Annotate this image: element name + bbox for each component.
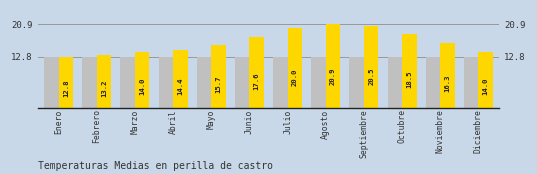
Text: 20.9: 20.9 [330,67,336,85]
Bar [311,57,326,108]
Text: 12.8: 12.8 [63,80,69,97]
Bar [173,50,187,108]
Bar [478,52,493,108]
Bar [97,55,111,108]
Bar [364,26,379,108]
Text: 14.4: 14.4 [177,77,183,95]
Text: 13.2: 13.2 [101,79,107,97]
Bar [288,28,302,108]
Bar [402,34,417,108]
Text: Temperaturas Medias en perilla de castro: Temperaturas Medias en perilla de castro [38,161,273,171]
Bar [464,57,478,108]
Bar [44,57,59,108]
Bar [273,57,288,108]
Bar [120,57,135,108]
Bar [249,37,264,108]
Bar [388,57,402,108]
Text: 16.3: 16.3 [445,74,451,92]
Bar [135,52,149,108]
Text: 17.6: 17.6 [253,72,260,90]
Text: 15.7: 15.7 [215,75,221,93]
Bar [197,57,211,108]
Text: 14.0: 14.0 [483,78,489,95]
Bar [426,57,440,108]
Bar [326,24,340,108]
Text: 20.0: 20.0 [292,69,298,86]
Bar [59,57,73,108]
Bar [82,57,97,108]
Bar [235,57,249,108]
Bar [350,57,364,108]
Text: 14.0: 14.0 [139,78,145,95]
Bar [211,45,226,108]
Text: 18.5: 18.5 [407,71,412,89]
Bar [158,57,173,108]
Text: 20.5: 20.5 [368,68,374,85]
Bar [440,43,455,108]
